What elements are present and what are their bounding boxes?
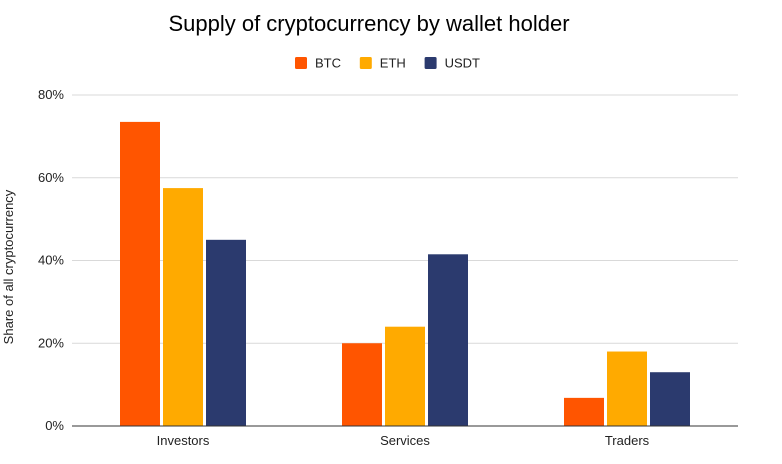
chart-title: Supply of cryptocurrency by wallet holde… (168, 11, 569, 36)
bar-btc-services (342, 343, 382, 426)
legend-swatch (424, 57, 437, 69)
x-axis-categories: Investors Services Traders (157, 433, 650, 448)
bar-eth-services (385, 326, 425, 426)
legend-item-btc: BTC (295, 56, 341, 71)
x-category-label: Traders (605, 433, 650, 448)
legend-swatch (359, 57, 372, 69)
bar-usdt-investors (206, 239, 246, 426)
bar-eth-investors (163, 188, 203, 426)
y-tick-label: 0% (45, 418, 64, 433)
legend-label: BTC (315, 56, 341, 71)
bar-btc-traders (564, 397, 604, 426)
bar-usdt-services (428, 254, 468, 426)
bar-eth-traders (607, 351, 647, 426)
y-tick-label: 60% (38, 170, 64, 185)
y-axis-ticks: 0% 20% 40% 60% 80% (38, 87, 64, 433)
x-category-label: Investors (157, 433, 210, 448)
legend-item-usdt: USDT (424, 56, 480, 71)
chart-legend: BTC ETH USDT (295, 56, 480, 71)
y-tick-label: 40% (38, 253, 64, 268)
legend-label: USDT (445, 56, 480, 71)
legend-swatch (295, 57, 307, 69)
y-tick-label: 80% (38, 87, 64, 102)
x-category-label: Services (380, 433, 430, 448)
legend-label: ETH (380, 56, 406, 71)
bar-series (120, 121, 690, 427)
y-axis-label: Share of all cryptocurrency (1, 189, 16, 344)
legend-item-eth: ETH (359, 56, 406, 71)
y-tick-label: 20% (38, 335, 64, 350)
bar-usdt-traders (650, 372, 690, 426)
bar-btc-investors (120, 121, 160, 427)
